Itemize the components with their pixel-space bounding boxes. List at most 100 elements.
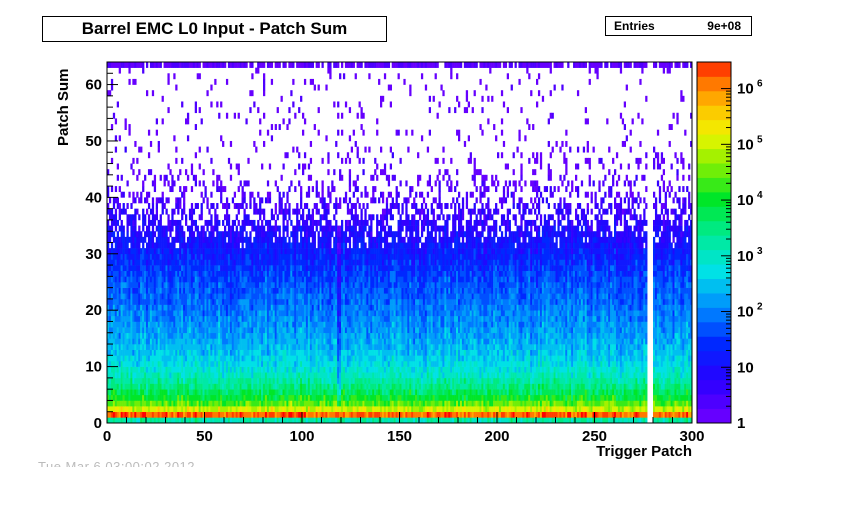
heatmap-cell (584, 383, 587, 390)
heatmap-cell (344, 360, 348, 367)
heatmap-cell (571, 366, 574, 373)
heatmap-cell (270, 389, 274, 396)
heatmap-cell (157, 332, 160, 339)
heatmap-cell (520, 400, 523, 407)
heatmap-cell (403, 355, 406, 362)
heatmap-cell (571, 327, 574, 334)
heatmap-cell (165, 411, 168, 418)
heatmap-cell (233, 417, 236, 424)
heatmap-cell (526, 344, 529, 350)
heatmap-cell (469, 394, 472, 401)
heatmap-cell (298, 406, 301, 413)
heatmap-cell (214, 360, 217, 367)
heatmap-cell (387, 377, 391, 384)
heatmap-cell (444, 338, 447, 345)
heatmap-cell (635, 360, 638, 367)
heatmap-cell (147, 372, 151, 379)
heatmap-cell (356, 411, 359, 418)
heatmap-cell (532, 417, 535, 424)
heatmap-cell (348, 377, 352, 384)
heatmap-cell (504, 332, 508, 339)
heatmap-cell (284, 383, 287, 390)
heatmap-cell (407, 332, 410, 339)
heatmap-cell (284, 360, 287, 367)
heatmap-cell (448, 406, 451, 413)
heatmap-cell (493, 349, 496, 356)
heatmap-cell (276, 327, 279, 334)
heatmap-cell (539, 372, 543, 379)
heatmap-cell (645, 344, 648, 350)
heatmap-cell (255, 411, 258, 418)
heatmap-cell (500, 406, 504, 413)
heatmap-cell (302, 411, 305, 418)
heatmap-cell (268, 394, 272, 401)
heatmap-cell (473, 383, 476, 390)
heatmap-cell (257, 360, 260, 367)
heatmap-cell (539, 394, 543, 401)
heatmap-cell (128, 389, 131, 396)
heatmap-cell (364, 406, 367, 413)
heatmap-cell (341, 377, 344, 384)
heatmap-cell (559, 338, 562, 345)
heatmap-cell (194, 355, 197, 362)
heatmap-cell (393, 327, 396, 334)
heatmap-cell (674, 389, 677, 396)
heatmap-cell (522, 394, 525, 401)
heatmap-cell (292, 394, 295, 401)
heatmap-cell (656, 389, 660, 396)
heatmap-cell (539, 383, 543, 390)
heatmap-cell (407, 360, 410, 367)
heatmap-cell (444, 411, 447, 418)
heatmap-cell (469, 377, 472, 384)
heatmap-cell (282, 355, 285, 362)
heatmap-cell (147, 411, 151, 418)
heatmap-cell (555, 349, 558, 356)
heatmap-cell (218, 366, 221, 373)
heatmap-cell (668, 389, 671, 396)
heatmap-cell (621, 344, 625, 350)
heatmap-cell (374, 394, 377, 401)
heatmap-cell (463, 327, 467, 334)
heatmap-cell (175, 389, 178, 396)
heatmap-cell (442, 417, 445, 424)
heatmap-cell (551, 383, 554, 390)
heatmap-cell (241, 344, 244, 350)
heatmap-cell (473, 372, 476, 379)
heatmap-cell (376, 411, 379, 418)
heatmap-cell (483, 406, 486, 413)
heatmap-cell (553, 355, 556, 362)
heatmap-cell (108, 355, 112, 362)
heatmap-cell (356, 338, 359, 345)
heatmap-cell (619, 360, 623, 367)
heatmap-cell (124, 417, 127, 424)
heatmap-cell (385, 338, 389, 345)
heatmap-cell (518, 394, 521, 401)
heatmap-cell (497, 411, 500, 418)
heatmap-cell (138, 411, 141, 418)
heatmap-cell (448, 332, 451, 339)
heatmap-cell (147, 344, 151, 350)
heatmap-cell (532, 383, 535, 390)
heatmap-cell (641, 372, 644, 379)
heatmap-cell (344, 327, 348, 334)
heatmap-cell (296, 327, 299, 334)
heatmap-cell (637, 400, 640, 407)
heatmap-cell (225, 389, 229, 396)
heatmap-cell (344, 383, 348, 390)
heatmap-cell (401, 389, 404, 396)
heatmap-cell (393, 400, 396, 407)
heatmap-cell (239, 360, 242, 367)
heatmap-cell (448, 417, 451, 424)
heatmap-cell (641, 383, 644, 390)
heatmap-cell (543, 394, 547, 401)
heatmap-cell (124, 400, 127, 407)
heatmap-cell (610, 400, 613, 407)
heatmap-cell (307, 411, 311, 418)
heatmap-cell (598, 349, 601, 356)
heatmap-cell (422, 338, 426, 345)
heatmap-cell (313, 406, 316, 413)
heatmap-cell (571, 394, 574, 401)
heatmap-cell (136, 344, 139, 350)
heatmap-cell (159, 406, 162, 413)
heatmap-cell (454, 344, 457, 350)
